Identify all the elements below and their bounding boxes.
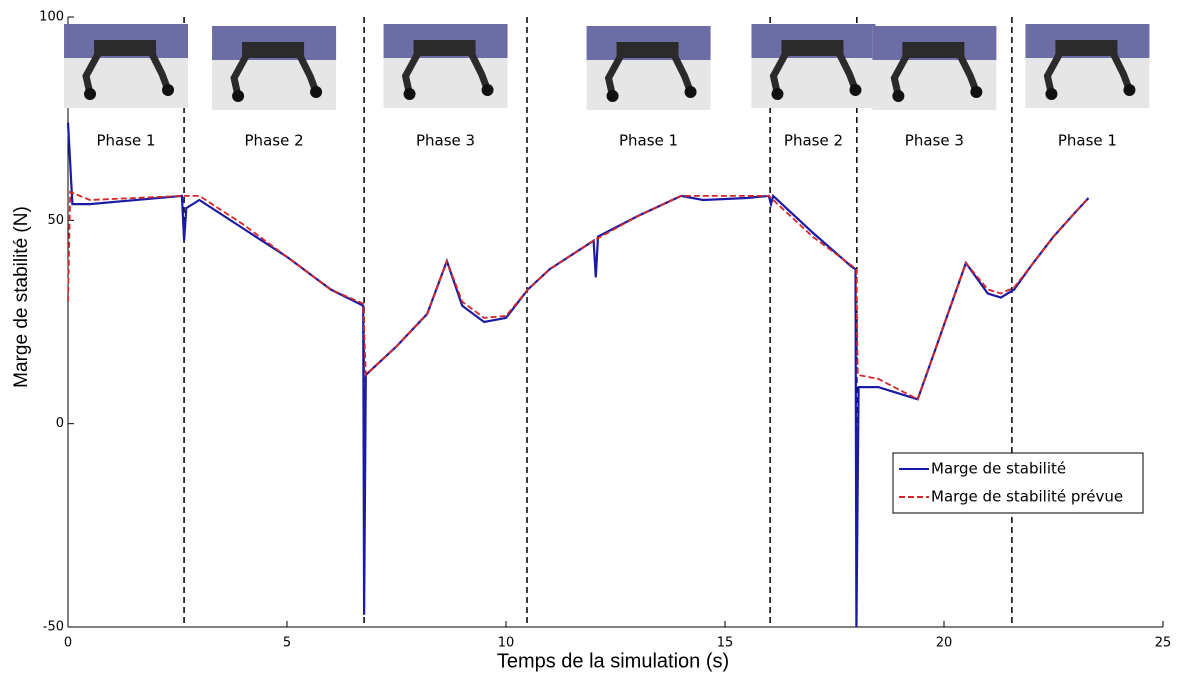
thumb-body bbox=[413, 40, 476, 56]
x-tick-label: 0 bbox=[64, 636, 72, 651]
robot-thumbnail bbox=[64, 24, 189, 108]
phase-label: Phase 2 bbox=[245, 132, 304, 150]
legend-label: Marge de stabilité prévue bbox=[931, 488, 1123, 506]
phase-label: Phase 2 bbox=[784, 132, 843, 150]
thumb-wheel bbox=[892, 90, 905, 102]
robot-thumbnail bbox=[586, 26, 711, 110]
legend-box bbox=[892, 452, 1144, 514]
thumb-wheel bbox=[1045, 88, 1058, 100]
robot-thumbnail bbox=[212, 26, 337, 110]
phase-label: Phase 1 bbox=[1058, 132, 1117, 150]
legend-label: Marge de stabilité bbox=[931, 460, 1066, 478]
thumb-wheel bbox=[403, 88, 416, 100]
phase-label: Phase 1 bbox=[96, 132, 155, 150]
thumb-body bbox=[94, 40, 157, 56]
y-axis-label: Marge de stabilité (N) bbox=[11, 206, 32, 388]
thumb-body bbox=[1055, 40, 1118, 56]
phase-label: Phase 1 bbox=[619, 132, 678, 150]
x-tick-label: 5 bbox=[283, 636, 291, 651]
thumb-body bbox=[616, 42, 679, 58]
thumb-wheel bbox=[970, 86, 983, 98]
x-tick-label: 15 bbox=[717, 636, 734, 651]
robot-thumbnail bbox=[383, 24, 508, 108]
y-tick-label: 50 bbox=[47, 213, 64, 228]
y-tick-label: 0 bbox=[56, 416, 64, 431]
thumb-wheel bbox=[481, 84, 494, 96]
robot-thumbnail bbox=[872, 26, 997, 110]
thumb-wheel bbox=[849, 84, 862, 96]
thumb-body bbox=[781, 40, 844, 56]
thumb-wheel bbox=[84, 88, 97, 100]
x-tick-label: 10 bbox=[498, 636, 515, 651]
thumb-wheel bbox=[684, 86, 697, 98]
robot-thumbnail bbox=[1025, 24, 1150, 108]
x-tick-label: 25 bbox=[1155, 636, 1172, 651]
thumb-wheel bbox=[232, 90, 245, 102]
robot-thumbnail bbox=[751, 24, 876, 108]
y-tick-label: -50 bbox=[43, 620, 64, 635]
phase-label: Phase 3 bbox=[416, 132, 475, 150]
thumb-body bbox=[242, 42, 305, 58]
thumb-body bbox=[902, 42, 965, 58]
thumb-wheel bbox=[771, 88, 784, 100]
thumb-wheel bbox=[310, 86, 323, 98]
thumb-wheel bbox=[1123, 84, 1136, 96]
series-line bbox=[66, 122, 1090, 628]
thumb-wheel bbox=[606, 90, 619, 102]
phase-label: Phase 3 bbox=[905, 132, 964, 150]
series-line bbox=[67, 190, 1090, 401]
y-tick-label: 100 bbox=[39, 10, 64, 25]
x-tick-label: 20 bbox=[936, 636, 953, 651]
x-axis-label: Temps de la simulation (s) bbox=[497, 650, 729, 672]
thumb-wheel bbox=[162, 84, 175, 96]
